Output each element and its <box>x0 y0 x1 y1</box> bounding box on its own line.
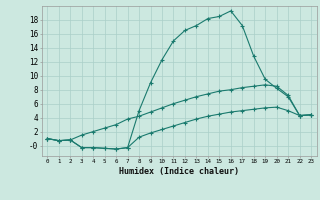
X-axis label: Humidex (Indice chaleur): Humidex (Indice chaleur) <box>119 167 239 176</box>
